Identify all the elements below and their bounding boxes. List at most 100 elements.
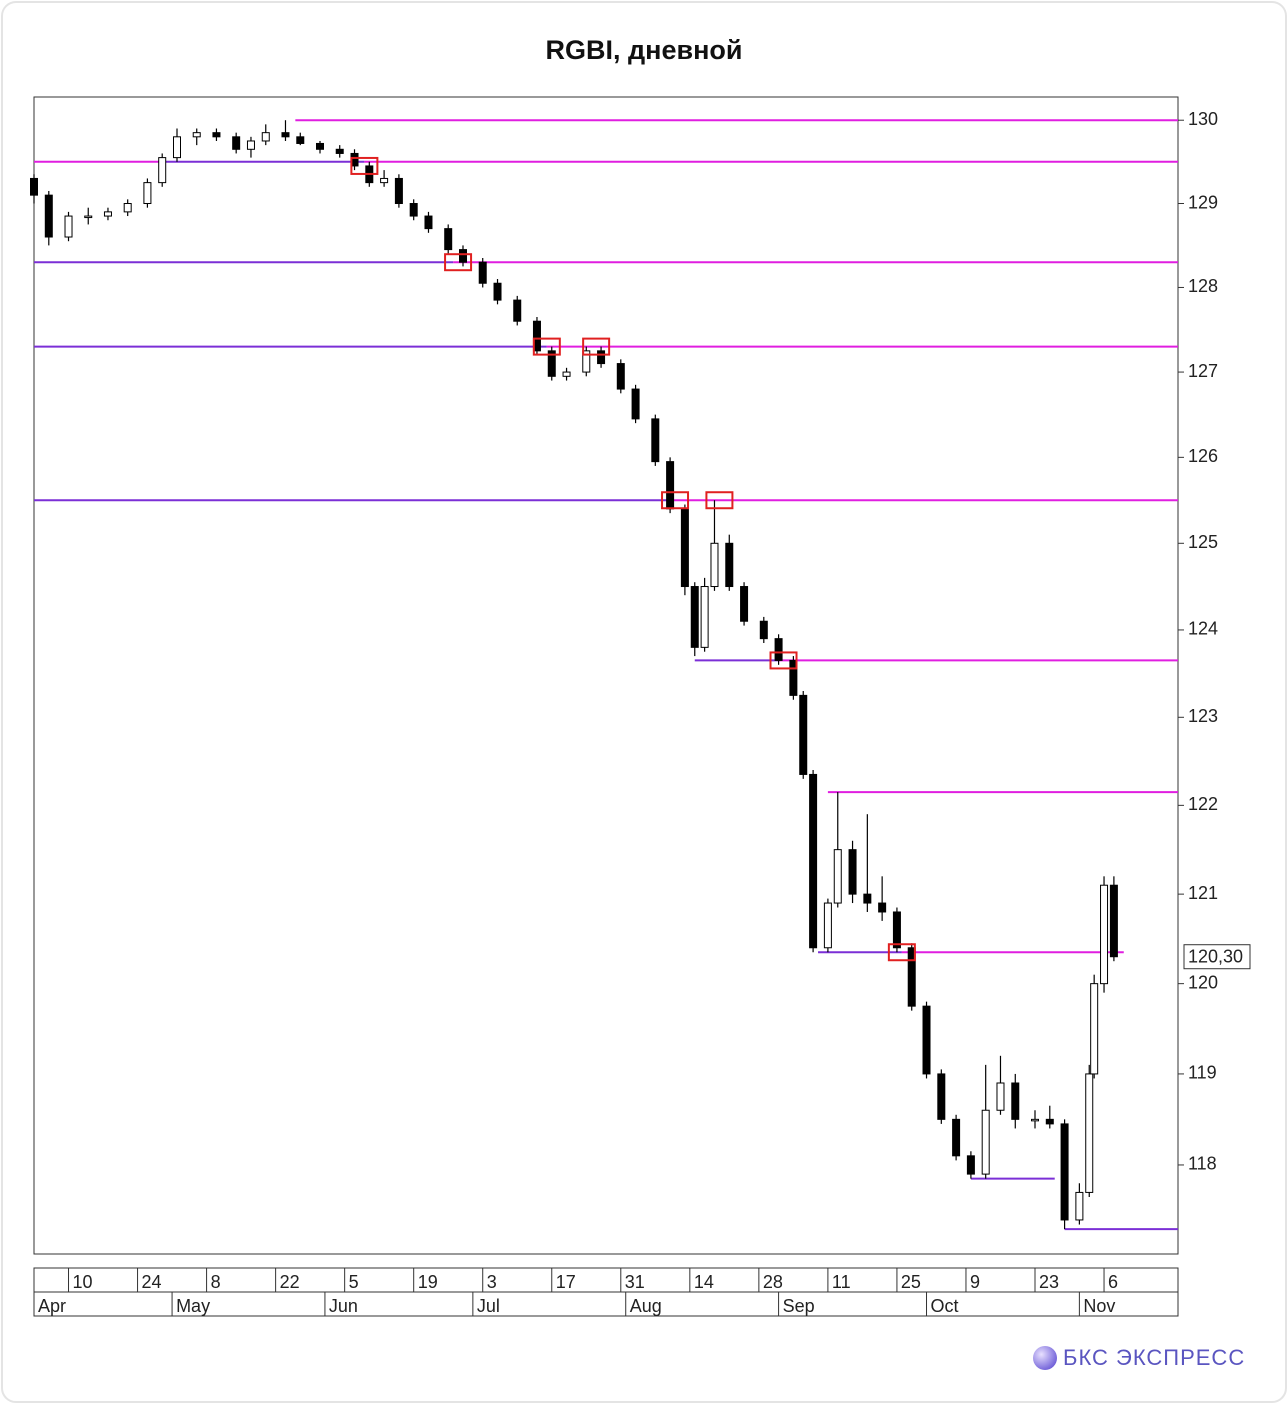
x-tick-label: 6 bbox=[1108, 1272, 1118, 1292]
candle-body bbox=[799, 694, 808, 775]
candle-body bbox=[424, 215, 433, 230]
x-tick-label: 23 bbox=[1039, 1272, 1059, 1292]
candle-body bbox=[878, 902, 887, 913]
brand-logo bbox=[1033, 1346, 1057, 1370]
candle-body bbox=[103, 211, 112, 217]
highlight-box bbox=[444, 253, 473, 272]
candle-body bbox=[44, 194, 53, 238]
candle-body bbox=[848, 849, 857, 895]
y-tick-label: 129 bbox=[1188, 192, 1218, 212]
candle-body bbox=[1075, 1191, 1084, 1221]
candle-body bbox=[158, 157, 167, 184]
candle-body bbox=[725, 542, 734, 588]
candle-body bbox=[740, 586, 749, 622]
candle-body bbox=[478, 261, 487, 284]
y-tick-label: 123 bbox=[1188, 706, 1218, 726]
candle-body bbox=[666, 461, 675, 510]
candle-body bbox=[1060, 1123, 1069, 1221]
candle-body bbox=[700, 586, 709, 648]
candle-body bbox=[562, 371, 571, 377]
candle-body bbox=[532, 320, 541, 352]
candle-body bbox=[335, 148, 344, 154]
candle-body bbox=[996, 1082, 1005, 1111]
candle-body bbox=[380, 177, 389, 184]
candle-body bbox=[84, 215, 93, 219]
candle-body bbox=[394, 177, 403, 205]
candle-body bbox=[316, 142, 324, 150]
y-tick-label: 122 bbox=[1188, 794, 1218, 814]
candle-body bbox=[192, 132, 201, 138]
candle-body bbox=[281, 132, 290, 138]
candle-body bbox=[493, 282, 502, 301]
highlight-box bbox=[887, 943, 916, 962]
y-tick-label: 118 bbox=[1188, 1154, 1217, 1174]
candle-body bbox=[1045, 1118, 1054, 1125]
x-tick-label: 19 bbox=[418, 1272, 438, 1292]
y-tick-label: 127 bbox=[1188, 361, 1218, 381]
month-label: Aug bbox=[630, 1296, 662, 1316]
candle-body bbox=[296, 136, 305, 144]
highlight-box bbox=[661, 491, 690, 510]
month-label: Oct bbox=[931, 1296, 959, 1316]
month-label: Sep bbox=[783, 1296, 815, 1316]
x-tick-label: 9 bbox=[970, 1272, 980, 1292]
candle-body bbox=[597, 350, 606, 365]
candle-body bbox=[966, 1155, 975, 1175]
x-tick-label: 28 bbox=[763, 1272, 783, 1292]
candle-body bbox=[582, 350, 591, 373]
candle-body bbox=[459, 249, 467, 263]
highlight-box bbox=[350, 156, 379, 175]
y-tick-label: 128 bbox=[1188, 276, 1218, 296]
candle-body bbox=[143, 182, 152, 205]
candle-body bbox=[680, 508, 689, 588]
candle-body bbox=[232, 136, 241, 150]
candle-body bbox=[952, 1118, 961, 1157]
candle-body bbox=[409, 203, 418, 217]
y-tick-label: 126 bbox=[1188, 446, 1218, 466]
candle-body bbox=[212, 132, 221, 138]
candle-body bbox=[30, 177, 38, 196]
x-tick-label: 10 bbox=[73, 1272, 93, 1292]
candle-body bbox=[863, 893, 872, 904]
candle-body bbox=[444, 228, 453, 251]
month-label: Jul bbox=[477, 1296, 500, 1316]
candle-body bbox=[64, 215, 73, 238]
highlight-box bbox=[532, 337, 561, 356]
y-tick-label: 121 bbox=[1188, 883, 1218, 903]
y-tick-label: 125 bbox=[1188, 532, 1218, 552]
x-tick-label: 24 bbox=[142, 1272, 162, 1292]
candle-body bbox=[789, 659, 798, 696]
brand-name: БКС ЭКСПРЕСС bbox=[1063, 1345, 1245, 1370]
last-price-label: 120,30 bbox=[1188, 946, 1243, 966]
x-tick-label: 25 bbox=[901, 1272, 921, 1292]
candle-body bbox=[513, 299, 522, 322]
candle-body bbox=[1090, 983, 1099, 1075]
plot-frame bbox=[33, 96, 1179, 1255]
candle-body bbox=[690, 586, 699, 648]
candle-body bbox=[937, 1073, 946, 1120]
month-label: Jun bbox=[329, 1296, 358, 1316]
candle-body bbox=[759, 620, 768, 640]
candle-body bbox=[123, 203, 132, 213]
last-price-box bbox=[1183, 944, 1251, 970]
y-tick-label: 124 bbox=[1188, 619, 1218, 639]
y-tick-label: 130 bbox=[1188, 109, 1218, 129]
chart-title: RGBI, дневной bbox=[546, 35, 743, 65]
candle-body bbox=[651, 418, 660, 463]
candle-body bbox=[809, 773, 818, 949]
candle-body bbox=[1011, 1082, 1020, 1120]
candle-body bbox=[710, 542, 719, 588]
y-tick-label: 120 bbox=[1188, 972, 1218, 992]
x-tick-label: 8 bbox=[211, 1272, 221, 1292]
candle-body bbox=[1031, 1118, 1039, 1122]
candle-body bbox=[173, 136, 181, 159]
candle-body bbox=[261, 132, 270, 142]
y-tick-label: 119 bbox=[1188, 1063, 1217, 1083]
candle-body bbox=[981, 1109, 990, 1175]
x-tick-label: 22 bbox=[280, 1272, 300, 1292]
candle-body bbox=[547, 350, 556, 377]
x-tick-label: 31 bbox=[625, 1272, 645, 1292]
candle-body bbox=[833, 849, 842, 904]
